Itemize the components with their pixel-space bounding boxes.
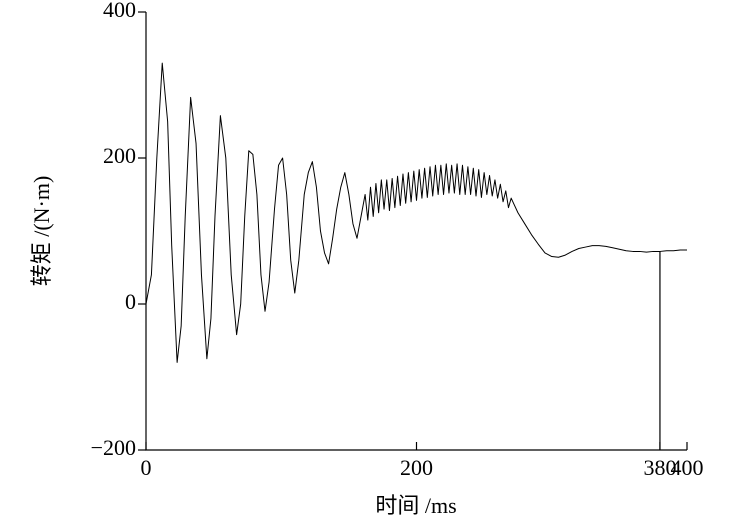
x-tick-label: 0 xyxy=(141,455,152,480)
axes xyxy=(145,12,687,451)
x-tick-label: 400 xyxy=(671,455,704,480)
y-axis-label: 转矩 /(N·m) xyxy=(29,176,54,287)
y-tick-label: 0 xyxy=(125,289,136,314)
x-tick-label: 200 xyxy=(400,455,433,480)
y-tick-label: −200 xyxy=(91,435,136,460)
x-axis-label: 时间 /ms xyxy=(375,493,456,518)
x-tick-label: 380 xyxy=(643,455,676,480)
y-tick-label: 200 xyxy=(103,143,136,168)
y-tick-label: 400 xyxy=(103,0,136,22)
line-series xyxy=(145,62,687,363)
